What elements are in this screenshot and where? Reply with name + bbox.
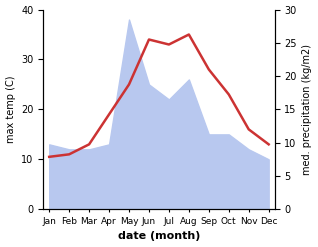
Y-axis label: med. precipitation (kg/m2): med. precipitation (kg/m2): [302, 44, 313, 175]
Y-axis label: max temp (C): max temp (C): [5, 76, 16, 143]
X-axis label: date (month): date (month): [118, 231, 200, 242]
